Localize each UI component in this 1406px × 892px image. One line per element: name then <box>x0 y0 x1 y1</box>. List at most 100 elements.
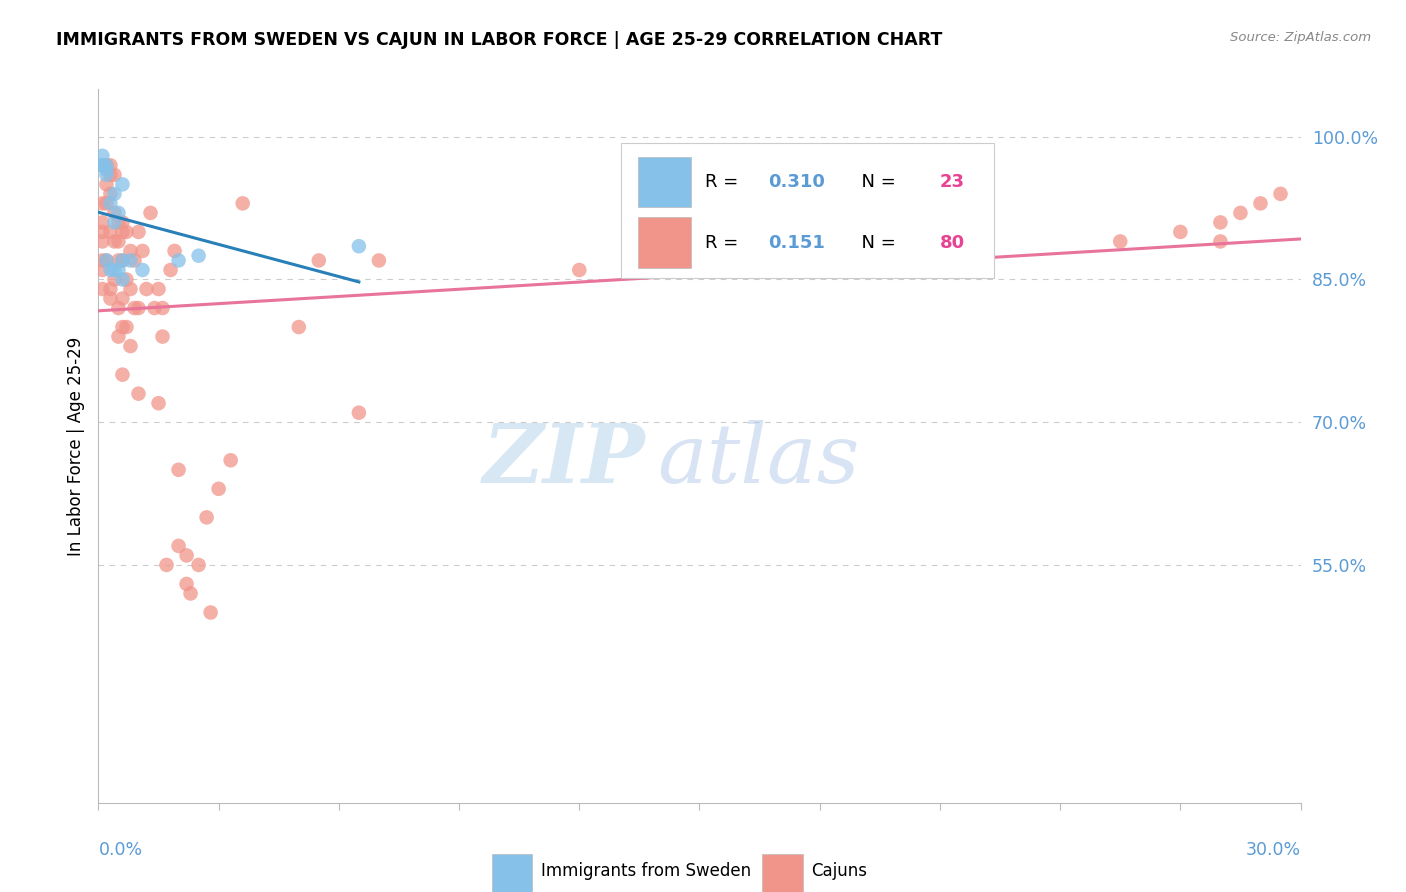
Point <box>91 196 114 211</box>
Point <box>91 235 114 249</box>
Point <box>111 253 134 268</box>
Point <box>96 163 118 178</box>
Point <box>91 158 114 172</box>
Point <box>100 158 122 172</box>
Point <box>120 282 142 296</box>
FancyBboxPatch shape <box>762 855 803 892</box>
Point <box>167 253 190 268</box>
Point <box>288 320 311 334</box>
Text: atlas: atlas <box>658 420 860 500</box>
FancyBboxPatch shape <box>492 855 533 892</box>
Text: 23: 23 <box>939 173 965 191</box>
Point <box>347 239 370 253</box>
Point <box>135 282 157 296</box>
Point <box>128 225 150 239</box>
Point <box>128 301 150 315</box>
Point <box>115 225 138 239</box>
Point <box>368 253 391 268</box>
Point <box>100 168 122 182</box>
Point <box>120 339 142 353</box>
Point <box>180 586 202 600</box>
Point <box>120 244 142 258</box>
Point <box>111 292 134 306</box>
Point <box>1270 186 1292 201</box>
Point <box>187 249 209 263</box>
Point <box>1209 215 1232 229</box>
Point <box>120 253 142 268</box>
Text: N =: N = <box>849 173 901 191</box>
Point <box>152 329 174 343</box>
FancyBboxPatch shape <box>638 218 692 268</box>
Point <box>96 253 118 268</box>
Point <box>187 558 209 572</box>
Point <box>96 158 118 172</box>
Point <box>100 263 122 277</box>
Point <box>107 253 129 268</box>
Point <box>131 244 153 258</box>
Point <box>107 329 129 343</box>
Point <box>568 263 591 277</box>
Point <box>232 196 254 211</box>
FancyBboxPatch shape <box>638 157 692 207</box>
Text: 0.151: 0.151 <box>768 234 825 252</box>
Text: IMMIGRANTS FROM SWEDEN VS CAJUN IN LABOR FORCE | AGE 25-29 CORRELATION CHART: IMMIGRANTS FROM SWEDEN VS CAJUN IN LABOR… <box>56 31 942 49</box>
Text: Immigrants from Sweden: Immigrants from Sweden <box>541 862 751 880</box>
Text: 80: 80 <box>939 234 965 252</box>
Point <box>96 196 118 211</box>
Point <box>648 253 671 268</box>
FancyBboxPatch shape <box>621 143 994 278</box>
Text: R =: R = <box>706 234 751 252</box>
Point <box>103 215 125 229</box>
Point <box>111 320 134 334</box>
Point <box>96 178 118 192</box>
Point <box>1170 225 1192 239</box>
Point <box>91 215 114 229</box>
Text: N =: N = <box>849 234 901 252</box>
Point <box>100 186 122 201</box>
Point <box>96 168 118 182</box>
Point <box>167 463 190 477</box>
Point <box>103 186 125 201</box>
Point <box>91 282 114 296</box>
Point <box>152 301 174 315</box>
Y-axis label: In Labor Force | Age 25-29: In Labor Force | Age 25-29 <box>66 336 84 556</box>
Point <box>195 510 218 524</box>
Point <box>208 482 231 496</box>
Point <box>347 406 370 420</box>
Text: Cajuns: Cajuns <box>811 862 868 880</box>
Point <box>91 158 114 172</box>
Point <box>1229 206 1251 220</box>
Point <box>91 149 114 163</box>
Point <box>148 396 170 410</box>
Point <box>139 206 162 220</box>
Point <box>159 263 181 277</box>
Point <box>107 215 129 229</box>
Point <box>111 368 134 382</box>
Point <box>107 301 129 315</box>
Point <box>167 539 190 553</box>
Point <box>124 253 146 268</box>
Point <box>103 235 125 249</box>
Point <box>103 168 125 182</box>
Point <box>124 301 146 315</box>
Point <box>111 215 134 229</box>
Point <box>111 178 134 192</box>
Point <box>91 263 114 277</box>
Point <box>103 206 125 220</box>
Point <box>96 253 118 268</box>
Point <box>96 158 118 172</box>
Point <box>107 235 129 249</box>
Point <box>100 196 122 211</box>
Point <box>91 225 114 239</box>
Point <box>91 253 114 268</box>
Text: 0.310: 0.310 <box>768 173 825 191</box>
Point <box>111 272 134 286</box>
Point <box>143 301 166 315</box>
Point <box>111 225 134 239</box>
Point <box>91 158 114 172</box>
Point <box>219 453 242 467</box>
Point <box>176 577 198 591</box>
Point <box>107 206 129 220</box>
Point <box>111 253 134 268</box>
Point <box>200 606 222 620</box>
